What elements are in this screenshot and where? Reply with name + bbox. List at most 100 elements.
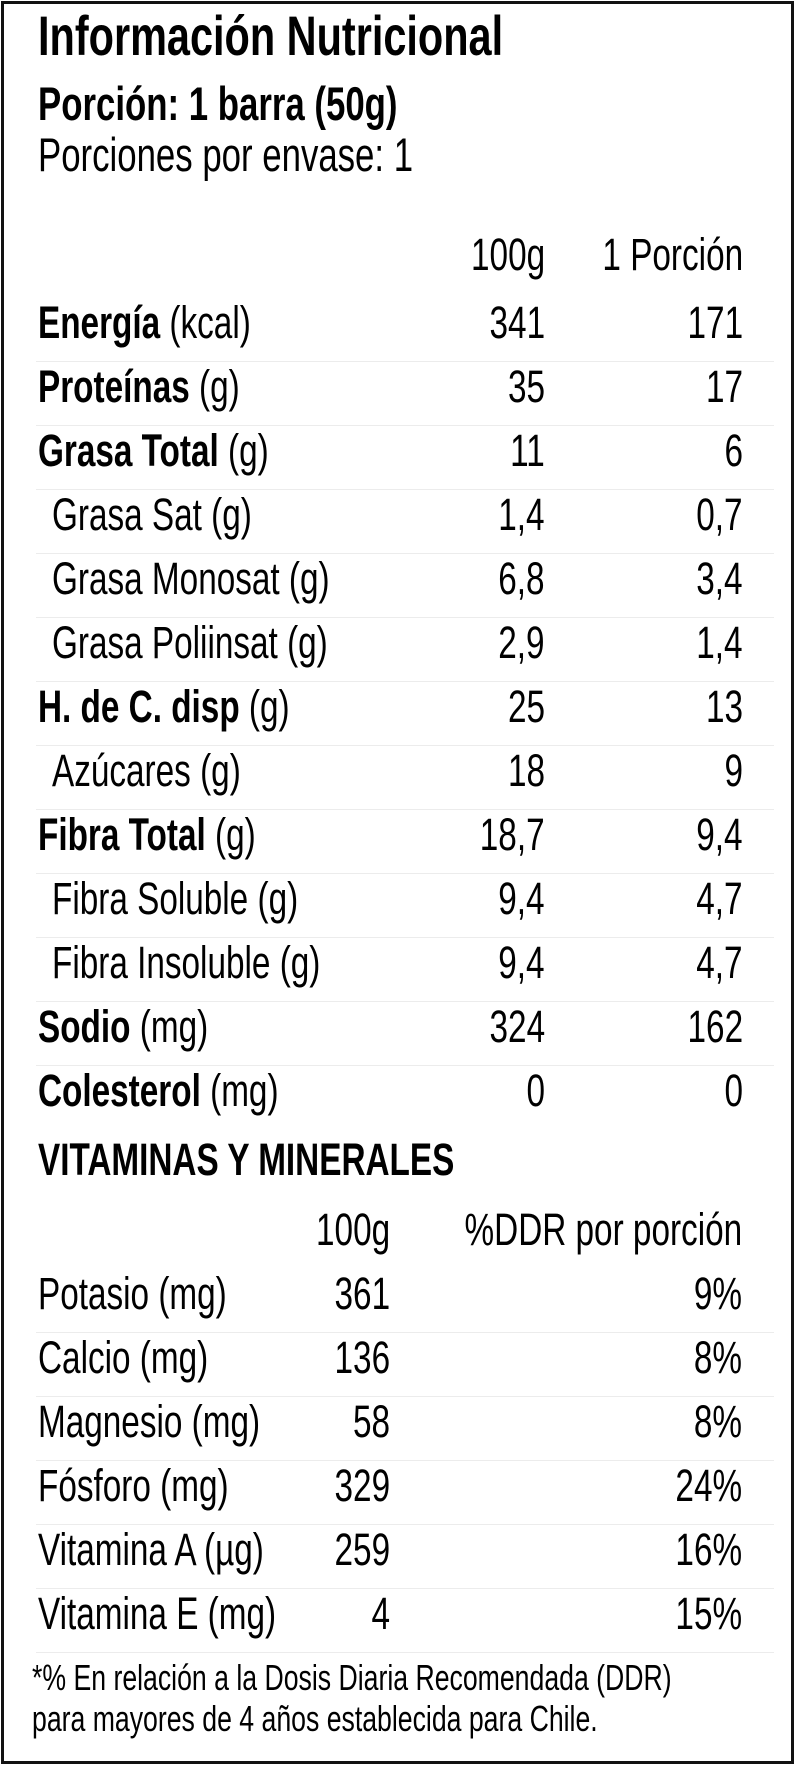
nutrient-name: Fibra Total [38,809,206,860]
nutrient-name: Grasa Total [38,425,219,476]
value-per-100g: 6,8 [498,553,545,604]
nutrient-name: Fibra Soluble [52,873,249,924]
vitamins-section-title: VITAMINAS Y MINERALES [38,1134,455,1185]
row-divider [36,1588,774,1589]
value-per-serving: 171 [687,297,743,348]
nutrient-unit-value: (g) [199,361,240,412]
nutrient-unit [240,681,249,732]
nutrient-unit [219,425,228,476]
nutrient-label: Proteínas (g) [38,364,240,409]
row-divider [36,873,774,874]
nutrient-unit-value: (mg) [139,1001,209,1052]
vitamin-per-100g: 329 [334,1460,390,1511]
nutrient-unit-value: (g) [257,873,299,924]
row-divider [36,1652,774,1653]
value-per-100g: 18,7 [480,809,545,860]
nutrient-name: Proteínas [38,361,190,412]
nutrient-label: Grasa Sat (g) [52,492,252,537]
nutrient-label: Grasa Monosat (g) [52,556,330,601]
row-divider [36,489,774,490]
vitamin-ddr-percent: 24% [675,1460,742,1511]
nutrient-name: Grasa Poliinsat [52,617,278,668]
row-divider [36,745,774,746]
nutrient-name: Sodio [38,1001,131,1052]
vitamin-label: Calcio (mg) [38,1332,209,1383]
vitamin-label: Vitamina E (mg) [38,1588,277,1639]
vitamin-ddr-percent: 8% [693,1396,742,1447]
nutrient-label: Fibra Soluble (g) [52,876,298,921]
value-per-100g: 341 [489,297,545,348]
value-per-serving: 4,7 [696,937,743,988]
value-per-100g: 1,4 [498,489,545,540]
nutrient-label: H. de C. disp (g) [38,684,290,729]
label-title: Información Nutricional [38,4,504,67]
value-per-100g: 25 [507,681,545,732]
nutrient-unit [191,745,200,796]
value-per-serving: 0 [724,1065,743,1116]
row-divider [36,553,774,554]
column-header-serving: 1 Porción [602,229,743,280]
vitamin-ddr-percent: 9% [693,1268,742,1319]
row-divider [36,1332,774,1333]
nutrient-name: Grasa Monosat [52,553,280,604]
nutrient-unit [248,873,257,924]
row-divider [36,1001,774,1002]
nutrient-label: Fibra Insoluble (g) [52,940,320,985]
value-per-100g: 324 [489,1001,545,1052]
nutrient-unit-value: (g) [248,681,290,732]
nutrient-unit [202,489,211,540]
nutrient-name: H. de C. disp [38,681,240,732]
value-per-serving: 17 [705,361,743,412]
row-divider [36,937,774,938]
vitamin-ddr-percent: 8% [693,1332,742,1383]
value-per-100g: 9,4 [498,937,545,988]
nutrient-unit-value: (g) [211,489,252,540]
nutrient-unit [190,361,199,412]
value-per-100g: 2,9 [498,617,545,668]
value-per-100g: 11 [510,425,545,476]
nutrient-label: Grasa Total (g) [38,428,269,473]
column-header-100g: 100g [470,229,545,280]
value-per-100g: 0 [526,1065,545,1116]
value-per-serving: 6 [724,425,743,476]
nutrient-label: Sodio (mg) [38,1004,208,1049]
vitamin-ddr-percent: 16% [675,1524,742,1575]
value-per-100g: 35 [507,361,545,412]
nutrient-name: Grasa Sat [52,489,202,540]
footnote-text-1: *% En relación a la Dosis Diaria Recomen… [32,1657,672,1698]
nutrient-unit [278,617,287,668]
nutrient-unit [206,809,215,860]
serving-size: Porción: 1 barra (50g) [38,77,398,130]
nutrient-unit [160,297,169,348]
value-per-100g: 9,4 [498,873,545,924]
nutrient-name: Energía [38,297,161,348]
vitamin-label: Fósforo (mg) [38,1460,229,1511]
nutrient-unit [130,1001,139,1052]
vitamin-per-100g: 4 [371,1588,390,1639]
vitamin-per-100g: 136 [334,1332,390,1383]
row-divider [36,1460,774,1461]
value-per-serving: 3,4 [696,553,743,604]
vitamin-label: Vitamina A (µg) [38,1524,264,1575]
row-divider [36,681,774,682]
value-per-serving: 162 [687,1001,743,1052]
nutrient-label: Fibra Total (g) [38,812,256,857]
nutrient-unit-value: (g) [288,553,330,604]
value-per-serving: 1,4 [696,617,743,668]
nutrient-unit-value: (g) [214,809,256,860]
vitamins-column-header-ddr: %DDR por porción [464,1204,742,1255]
vitamins-column-header-100g: 100g [315,1204,390,1255]
row-divider [36,1524,774,1525]
nutrient-unit-value: (g) [228,425,269,476]
nutrient-unit-value: (mg) [210,1065,279,1116]
vitamin-per-100g: 58 [352,1396,390,1447]
value-per-serving: 9,4 [696,809,743,860]
nutrient-label: Energía (kcal) [38,300,251,345]
vitamin-per-100g: 259 [334,1524,390,1575]
nutrient-unit [280,553,289,604]
nutrient-unit-value: (g) [200,745,241,796]
row-divider [36,361,774,362]
vitamin-label: Magnesio (mg) [38,1396,261,1447]
nutrient-unit-value: (g) [287,617,328,668]
